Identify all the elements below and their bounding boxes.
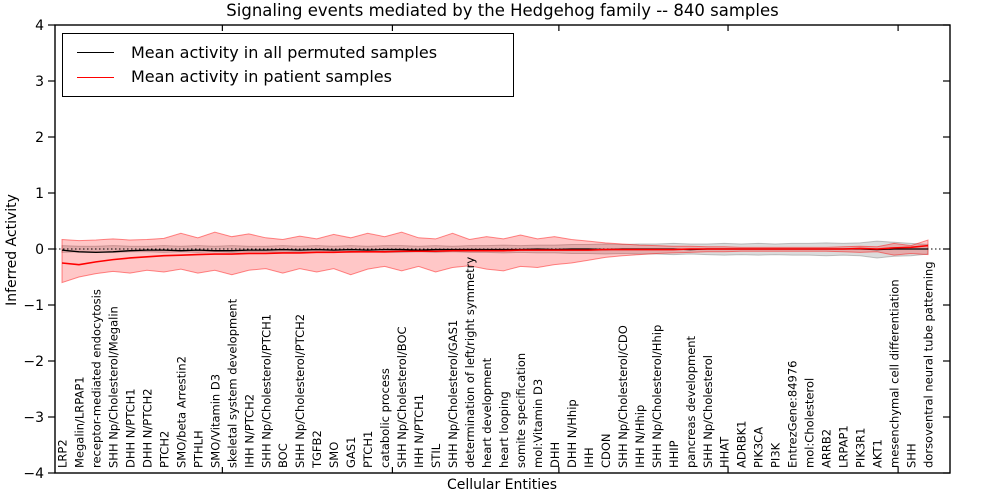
x-category-label: LRPAP1: [837, 425, 851, 468]
x-category-label: mol:Cholesterol: [803, 378, 817, 468]
legend-entry-patient: Mean activity in patient samples: [67, 69, 509, 85]
x-category-label: IHH: [582, 447, 596, 468]
y-tick-label: −3: [23, 410, 44, 426]
x-category-label: somite specification: [514, 353, 528, 468]
x-category-label: SHH Np/Cholesterol/PTCH1: [259, 314, 273, 468]
x-category-label: ARRB2: [820, 429, 834, 468]
chart-title: Signaling events mediated by the Hedgeho…: [226, 1, 779, 20]
x-category-label: IHH N/PTCH2: [242, 394, 256, 468]
y-tick-label: 0: [35, 242, 44, 258]
x-category-label: PTCH1: [361, 431, 375, 468]
legend-entry-permuted: Mean activity in all permuted samples: [67, 42, 509, 62]
x-category-label: heart looping: [497, 391, 511, 468]
x-category-label: skeletal system development: [225, 298, 239, 468]
y-axis-label: Inferred Activity: [4, 194, 20, 306]
x-category-label: pancreas development: [684, 335, 698, 468]
y-tick-label: −4: [23, 466, 44, 482]
x-category-label: EntrezGene:84976: [786, 361, 800, 468]
x-category-label: heart development: [480, 357, 494, 468]
x-category-label: determination of left/right symmetry: [463, 257, 477, 468]
x-category-label: HHAT: [718, 436, 732, 468]
x-category-label: TGFB2: [310, 430, 324, 469]
x-category-label: DHH N/Hhip: [565, 399, 579, 468]
x-category-label: SMO/Vitamin D3: [208, 374, 222, 468]
x-category-label: GAS1: [344, 437, 358, 468]
x-category-label: mol:Vitamin D3: [531, 379, 545, 468]
x-category-label: CDON: [599, 433, 613, 468]
x-category-label: SMO: [327, 442, 341, 468]
permuted-line-swatch-icon: [77, 52, 114, 54]
legend-label-permuted: Mean activity in all permuted samples: [131, 42, 438, 62]
x-category-label: STIL: [429, 443, 443, 468]
patient-line-swatch-icon: [77, 76, 114, 78]
x-axis-label: Cellular Entities: [446, 477, 558, 493]
y-tick-label: 1: [35, 186, 44, 202]
y-tick-label: 2: [35, 130, 44, 146]
x-category-label: PTHLH: [191, 430, 205, 468]
x-category-label: AKT1: [871, 439, 885, 468]
x-category-label: DHH N/PTCH1: [123, 388, 137, 468]
x-category-label: SHH Np/Cholesterol/PTCH2: [293, 314, 307, 468]
x-category-label: catabolic process: [378, 368, 392, 468]
y-tick-label: 4: [35, 18, 44, 34]
x-category-label: BOC: [276, 443, 290, 468]
x-category-label: DHH N/PTCH2: [140, 388, 154, 468]
x-category-label: PI3K: [769, 442, 783, 468]
x-category-label: PTCH2: [157, 431, 171, 468]
x-category-label: receptor-mediated endocytosis: [89, 289, 103, 468]
patient-mean-line: [61, 244, 929, 266]
legend: Mean activity in all permuted samples Me…: [62, 33, 514, 97]
y-tick-label: 3: [35, 74, 44, 90]
x-category-label: SHH Np/Cholesterol/BOC: [395, 326, 409, 468]
x-category-label: Megalin/LRPAP1: [72, 376, 86, 468]
legend-label-patient: Mean activity in patient samples: [131, 67, 392, 87]
x-category-label: PIK3CA: [752, 427, 766, 468]
x-category-label: SHH Np/Cholesterol: [701, 355, 715, 468]
x-category-label: PIK3R1: [854, 428, 868, 469]
x-category-label: IHH N/Hhip: [633, 405, 647, 468]
x-category-label: LRP2: [56, 439, 70, 468]
x-category-label: SHH Np/Cholesterol/CDO: [616, 325, 630, 468]
x-category-label: SHH: [905, 443, 919, 468]
x-category-label: SHH Np/Cholesterol/GAS1: [446, 320, 460, 468]
y-tick-label: −1: [23, 298, 44, 314]
x-category-label: dorsoventral neural tube patterning: [922, 261, 936, 468]
x-category-label: SMO/beta Arrestin2: [174, 356, 188, 468]
y-tick-label: −2: [23, 354, 44, 370]
x-category-label: mesenchymal cell differentiation: [888, 279, 902, 468]
patient-activity-band: [61, 231, 929, 284]
x-category-label: HHIP: [667, 440, 681, 468]
x-category-label: DHH: [548, 442, 562, 468]
x-category-label: SHH Np/Cholesterol/Hhip: [650, 325, 664, 468]
x-category-label: ADRBK1: [735, 421, 749, 468]
x-category-label: IHH N/PTCH1: [412, 394, 426, 468]
x-category-label: SHH Np/Cholesterol/Megalin: [106, 306, 120, 468]
